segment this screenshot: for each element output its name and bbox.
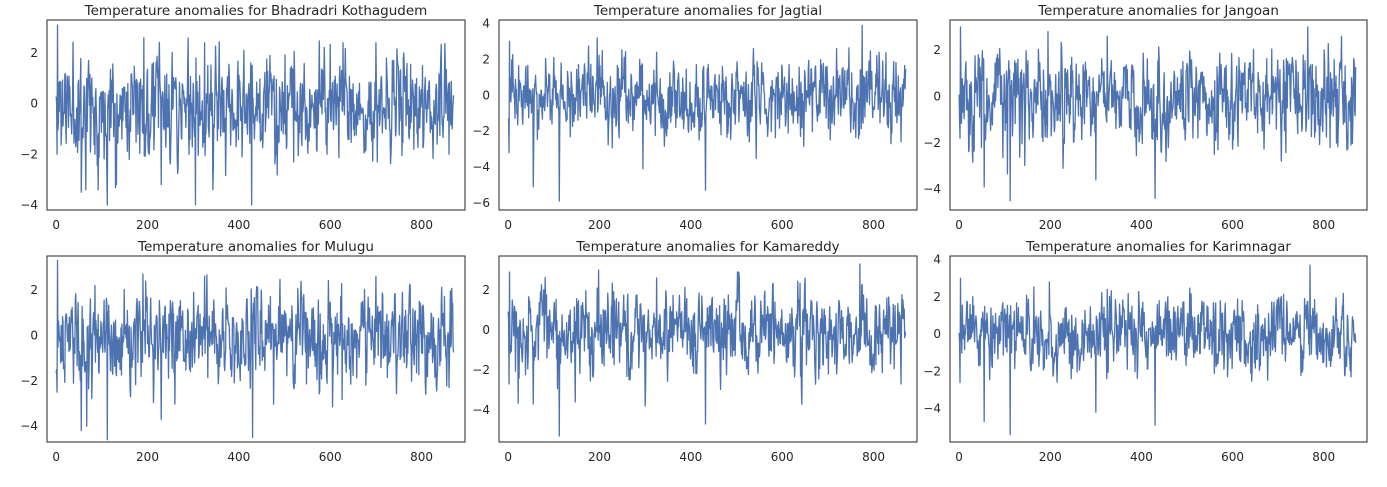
subplot-2: Temperature anomalies for Jagtial 0 200 400… bbox=[472, 3, 918, 232]
y-tick-label: −2 bbox=[472, 124, 490, 138]
y-tick-label: 0 bbox=[30, 328, 38, 342]
x-tick-label: 800 bbox=[862, 218, 885, 232]
y-tick-label: 2 bbox=[933, 290, 941, 304]
y-tick-label: −2 bbox=[472, 363, 490, 377]
axes-frame bbox=[498, 255, 918, 443]
x-tick-label: 200 bbox=[588, 450, 611, 464]
y-tick-label: 0 bbox=[933, 327, 941, 341]
y-tick-label: 2 bbox=[482, 52, 490, 66]
y-tick-label: −4 bbox=[20, 419, 38, 433]
axes-frame bbox=[949, 19, 1368, 211]
x-tick-label: 200 bbox=[1039, 450, 1062, 464]
x-tick-label: 600 bbox=[319, 218, 342, 232]
x-tick-label: 0 bbox=[955, 450, 963, 464]
subplot-3: Temperature anomalies for Jangoan 0 200 400… bbox=[923, 3, 1368, 232]
x-tick-label: 200 bbox=[136, 450, 159, 464]
x-tick-label: 600 bbox=[771, 218, 794, 232]
subplot-title: Temperature anomalies for Jagtial bbox=[593, 3, 822, 19]
y-tick-label: −4 bbox=[923, 182, 941, 196]
x-tick-label: 800 bbox=[410, 218, 433, 232]
subplot-4: Temperature anomalies for Mulugu 0 200 400 6… bbox=[20, 239, 466, 464]
y-tick-label: −2 bbox=[923, 364, 941, 378]
x-tick-label: 600 bbox=[1221, 450, 1244, 464]
x-tick-label: 200 bbox=[588, 218, 611, 232]
y-tick-label: 2 bbox=[30, 283, 38, 297]
x-tick-label: 400 bbox=[227, 450, 250, 464]
x-tick-label: 800 bbox=[862, 450, 885, 464]
y-tick-label: 0 bbox=[30, 97, 38, 111]
y-tick-label: −2 bbox=[923, 136, 941, 150]
y-tick-label: 4 bbox=[482, 17, 490, 31]
subplot-title: Temperature anomalies for Kamareddy bbox=[575, 239, 839, 255]
x-tick-label: 600 bbox=[319, 450, 342, 464]
x-tick-label: 0 bbox=[504, 218, 512, 232]
axes-frame bbox=[949, 255, 1368, 443]
y-tick-label: −2 bbox=[20, 374, 38, 388]
subplot-5: Temperature anomalies for Kamareddy 0 200 4… bbox=[472, 239, 918, 464]
y-tick-label: −4 bbox=[472, 160, 490, 174]
y-tick-label: −4 bbox=[923, 402, 941, 416]
series-line bbox=[958, 264, 1357, 436]
y-tick-label: 0 bbox=[482, 88, 490, 102]
subplot-title: Temperature anomalies for Mulugu bbox=[137, 239, 374, 255]
axes-frame bbox=[498, 19, 918, 211]
x-tick-label: 400 bbox=[1130, 218, 1153, 232]
x-tick-label: 600 bbox=[1221, 218, 1244, 232]
x-tick-label: 0 bbox=[52, 218, 60, 232]
subplot-title: Temperature anomalies for Karimnagar bbox=[1025, 239, 1291, 255]
axes-frame bbox=[46, 19, 466, 211]
y-tick-label: −4 bbox=[472, 403, 490, 417]
y-tick-label: 0 bbox=[933, 89, 941, 103]
subplot-1: Temperature anomalies for Bhadradri Koth… bbox=[20, 3, 466, 232]
x-tick-label: 200 bbox=[136, 218, 159, 232]
axes-frame bbox=[46, 255, 466, 443]
y-tick-label: 2 bbox=[933, 43, 941, 57]
y-tick-label: 0 bbox=[482, 323, 490, 337]
series-line bbox=[507, 24, 907, 202]
series-line bbox=[507, 263, 907, 437]
x-tick-label: 200 bbox=[1039, 218, 1062, 232]
subplot-title: Temperature anomalies for Bhadradri Koth… bbox=[84, 3, 428, 19]
y-tick-label: −4 bbox=[20, 198, 38, 212]
x-tick-label: 0 bbox=[52, 450, 60, 464]
y-tick-label: 2 bbox=[30, 46, 38, 60]
x-tick-label: 800 bbox=[410, 450, 433, 464]
y-tick-label: −2 bbox=[20, 147, 38, 161]
x-tick-label: 400 bbox=[679, 218, 702, 232]
x-tick-label: 0 bbox=[955, 218, 963, 232]
x-tick-label: 400 bbox=[227, 218, 250, 232]
series-line bbox=[55, 259, 455, 441]
y-tick-label: −6 bbox=[472, 196, 490, 210]
series-line bbox=[958, 26, 1357, 202]
x-tick-label: 0 bbox=[504, 450, 512, 464]
x-tick-label: 400 bbox=[1130, 450, 1153, 464]
subplot-title: Temperature anomalies for Jangoan bbox=[1037, 3, 1279, 19]
x-tick-label: 800 bbox=[1312, 218, 1335, 232]
y-tick-label: 2 bbox=[482, 283, 490, 297]
x-tick-label: 600 bbox=[771, 450, 794, 464]
series-line bbox=[55, 24, 455, 206]
subplot-6: Temperature anomalies for Karimnagar 0 200… bbox=[923, 239, 1368, 464]
x-tick-label: 400 bbox=[679, 450, 702, 464]
y-tick-label: 4 bbox=[933, 253, 941, 267]
x-tick-label: 800 bbox=[1312, 450, 1335, 464]
